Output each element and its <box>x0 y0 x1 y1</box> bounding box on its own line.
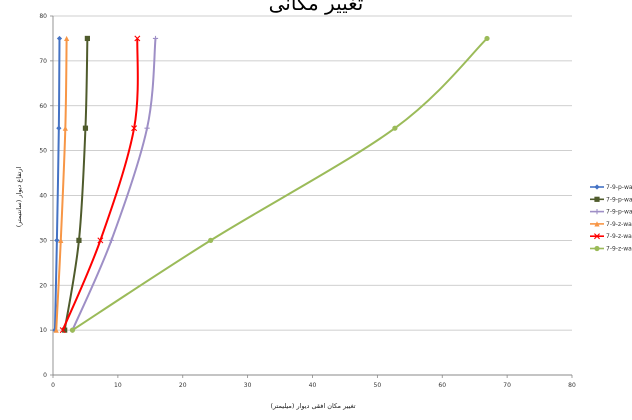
data-point <box>64 35 70 42</box>
data-point <box>59 327 66 334</box>
data-point <box>594 209 600 215</box>
data-point <box>594 184 600 190</box>
data-point <box>82 125 89 131</box>
y-tick-label: 50 <box>39 148 47 155</box>
series-6 <box>69 35 490 333</box>
series-line <box>71 38 157 331</box>
y-tick-label: 30 <box>39 237 47 244</box>
data-point <box>53 327 59 333</box>
series-5 <box>59 35 141 334</box>
data-point <box>392 125 398 131</box>
axes <box>50 15 573 378</box>
data-point <box>144 125 150 131</box>
legend-item: 7-9-z-wa <box>590 233 632 240</box>
legend-label: 7-9-z-wa <box>606 233 632 240</box>
y-tick-label: 60 <box>39 103 47 110</box>
x-tick-label: 30 <box>244 382 252 389</box>
legend: 7-9-p-wa 7-9-p-wa 7-9-p-wa 7-9-z-wa 7-9-z-wa… <box>590 184 632 253</box>
x-axis-title: تغییر مکان افقی دیوار (میلیمتر) <box>270 402 355 410</box>
data-point <box>76 237 82 243</box>
data-point <box>84 35 90 42</box>
data-point <box>56 125 62 131</box>
data-point <box>54 237 60 243</box>
y-tick-label: 20 <box>39 282 47 289</box>
data-point <box>108 237 114 243</box>
data-point <box>56 35 63 42</box>
x-tick-label: 20 <box>179 382 187 389</box>
legend-label: 7-9-z-wa <box>606 221 632 228</box>
data-point <box>594 196 600 202</box>
data-point <box>62 125 68 131</box>
legend-label: 7-9-z-wa <box>606 246 632 253</box>
y-axis-title: ارتفاع دیوار (سانتیمتر) <box>15 167 23 228</box>
series-line <box>63 38 89 331</box>
series-line <box>61 38 139 331</box>
x-tick-label: 50 <box>374 382 382 389</box>
legend-label: 7-9-p-wa <box>606 209 632 216</box>
y-tick-label: 80 <box>39 13 47 20</box>
legend-item: 7-9-p-wa <box>590 209 632 216</box>
y-tick-label: 0 <box>43 372 47 379</box>
x-tick-label: 10 <box>114 382 122 389</box>
x-tick-label: 80 <box>568 382 576 389</box>
x-tick-label: 70 <box>503 382 511 389</box>
chart-title: تغییر مکانی <box>268 0 364 15</box>
data-point <box>208 237 214 243</box>
x-tick-label: 0 <box>51 382 55 389</box>
y-tick-label: 70 <box>39 58 47 65</box>
series-line <box>53 38 61 331</box>
tick-labels: 0 10 20 30 40 50 60 70 80 0 10 20 30 40 50 60 70 80 <box>39 13 576 389</box>
series-2 <box>62 35 90 333</box>
data-point <box>69 327 76 333</box>
legend-item: 7-9-z-wa <box>590 221 632 228</box>
legend-item: 7-9-z-wa <box>590 246 632 253</box>
data-point <box>152 35 159 42</box>
series-line <box>55 38 68 331</box>
data-point <box>484 35 490 42</box>
legend-label: 7-9-p-wa <box>606 196 632 203</box>
data-point <box>594 245 600 252</box>
data-point <box>594 233 600 240</box>
x-tick-label: 60 <box>438 382 446 389</box>
legend-item: 7-9-p-wa <box>590 196 632 203</box>
series-line <box>71 37 488 331</box>
series-group <box>52 35 490 334</box>
data-point <box>62 327 68 333</box>
data-point <box>134 35 141 42</box>
data-point <box>131 125 138 132</box>
data-point <box>58 237 64 243</box>
data-point <box>97 237 104 244</box>
x-tick-label: 40 <box>309 382 317 389</box>
legend-item: 7-9-p-wa <box>590 184 632 191</box>
data-point <box>594 221 600 227</box>
legend-label: 7-9-p-wa <box>606 184 632 191</box>
series-4 <box>53 35 70 333</box>
y-tick-label: 40 <box>39 193 47 200</box>
y-tick-label: 10 <box>39 327 47 334</box>
